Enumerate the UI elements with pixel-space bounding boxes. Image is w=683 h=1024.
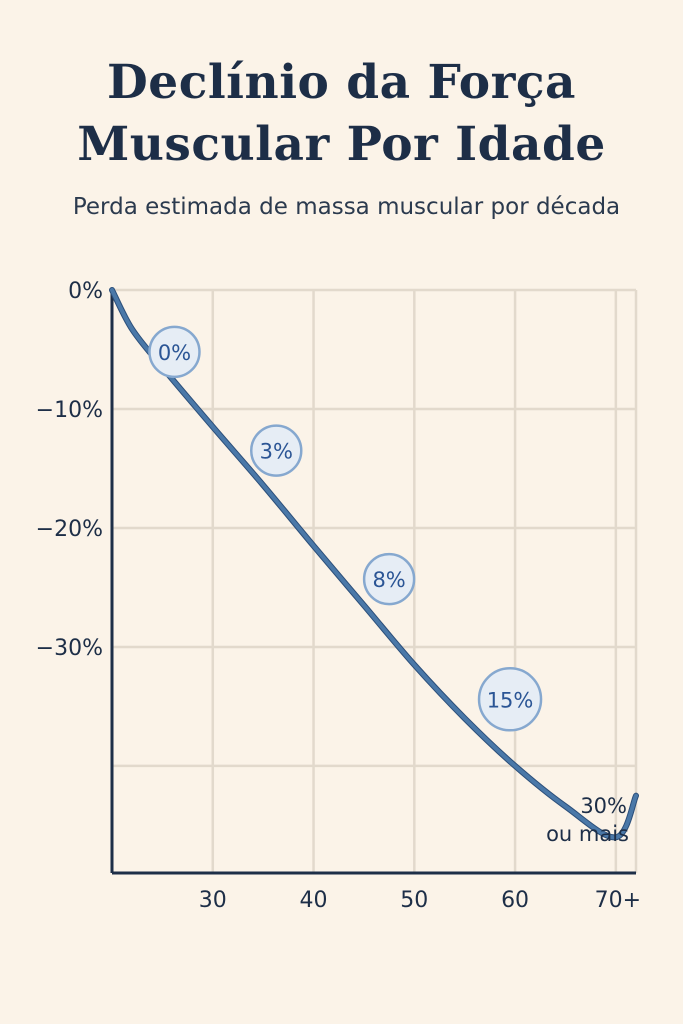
chart-title-line-2: Muscular Por Idade bbox=[77, 117, 606, 172]
x-tick-label: 70+ bbox=[595, 888, 641, 913]
y-tick-label: −10% bbox=[36, 398, 103, 423]
end-value-label: 30% bbox=[580, 794, 627, 818]
data-point-label: 8% bbox=[372, 568, 405, 592]
x-tick-label: 60 bbox=[501, 888, 529, 913]
axes bbox=[110, 290, 636, 875]
x-tick-label: 40 bbox=[300, 888, 328, 913]
x-tick-label: 50 bbox=[400, 888, 428, 913]
data-point-label: 0% bbox=[158, 341, 191, 365]
y-tick-label: −30% bbox=[36, 636, 103, 661]
chart-title-line-1: Declínio da Força bbox=[107, 55, 576, 110]
end-value-sublabel: ou mais bbox=[546, 822, 629, 846]
data-point-label: 15% bbox=[487, 688, 534, 712]
chart-title: Declínio da Força Muscular Por Idade bbox=[0, 52, 683, 176]
chart-subtitle: Perda estimada de massa muscular por déc… bbox=[72, 194, 621, 220]
data-point-marker bbox=[362, 552, 416, 606]
data-point-marker bbox=[477, 667, 543, 732]
data-point-marker bbox=[250, 424, 303, 477]
labels: 30 40 50 60 70+ 0% −10% −20% −30% 30% ou mais bbox=[36, 279, 641, 913]
x-tick-label: 30 bbox=[199, 888, 227, 913]
grid bbox=[112, 288, 638, 873]
y-tick-label: −20% bbox=[36, 517, 103, 542]
markers: 0% 3% 8% 15% bbox=[148, 325, 543, 732]
data-point-label: 3% bbox=[260, 440, 293, 464]
y-tick-label: 0% bbox=[68, 279, 103, 304]
data-point-marker bbox=[148, 325, 201, 379]
